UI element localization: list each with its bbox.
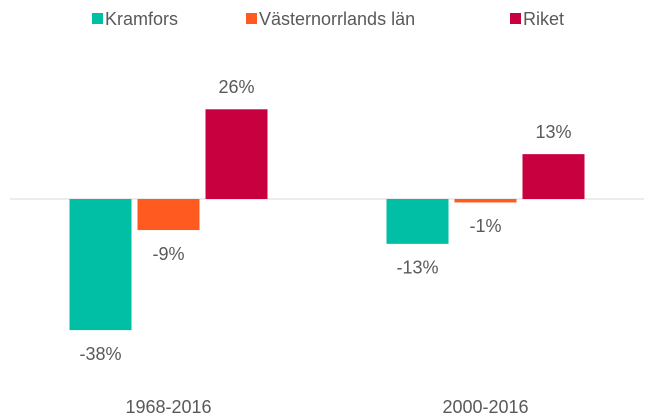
- bar: [386, 199, 449, 244]
- legend-label: Kramfors: [105, 9, 178, 29]
- value-label: -1%: [469, 216, 501, 236]
- value-label: -13%: [396, 258, 438, 278]
- legend-swatch: [510, 13, 521, 24]
- value-label: -9%: [152, 244, 184, 264]
- bar: [522, 154, 585, 199]
- bar: [454, 199, 517, 203]
- bar: [69, 199, 132, 331]
- value-label: -38%: [79, 344, 121, 364]
- legend-label: Västernorrlands län: [259, 9, 415, 29]
- x-tick-label: 1968-2016: [125, 397, 211, 417]
- legend-swatch: [246, 13, 257, 24]
- legend-label: Riket: [523, 9, 564, 29]
- bar: [137, 199, 200, 231]
- value-label: 26%: [218, 77, 254, 97]
- bar: [205, 109, 268, 199]
- x-tick-label: 2000-2016: [442, 397, 528, 417]
- value-label: 13%: [535, 122, 571, 142]
- legend-swatch: [92, 13, 103, 24]
